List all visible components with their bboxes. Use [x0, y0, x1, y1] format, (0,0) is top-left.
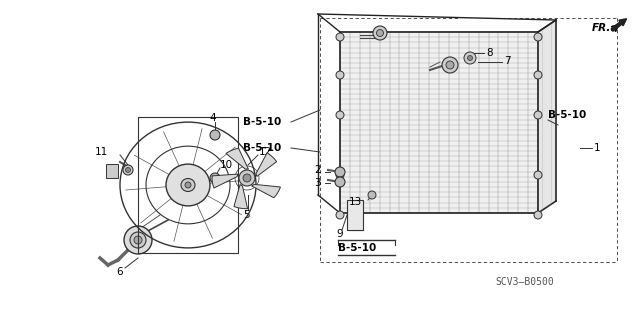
- Circle shape: [130, 232, 146, 248]
- Text: SCV3—B0500: SCV3—B0500: [495, 277, 554, 287]
- Text: 10: 10: [220, 160, 233, 170]
- Bar: [347, 200, 363, 230]
- Polygon shape: [212, 174, 238, 188]
- Text: 8: 8: [486, 48, 493, 58]
- Circle shape: [446, 61, 454, 69]
- Circle shape: [243, 174, 251, 182]
- Polygon shape: [226, 148, 248, 169]
- Text: 13: 13: [349, 197, 362, 207]
- Circle shape: [467, 56, 472, 61]
- Text: 4: 4: [210, 113, 216, 123]
- Bar: [106, 164, 118, 178]
- Circle shape: [335, 167, 345, 177]
- Text: 6: 6: [116, 267, 124, 277]
- Text: B-5-10: B-5-10: [548, 110, 586, 120]
- Circle shape: [464, 52, 476, 64]
- Ellipse shape: [181, 179, 195, 191]
- Circle shape: [336, 211, 344, 219]
- Circle shape: [368, 191, 376, 199]
- Polygon shape: [234, 184, 248, 209]
- Polygon shape: [340, 32, 538, 213]
- Circle shape: [534, 33, 542, 41]
- Text: 11: 11: [95, 147, 108, 157]
- Text: 3: 3: [314, 178, 321, 188]
- Circle shape: [534, 71, 542, 79]
- Text: 5: 5: [243, 210, 250, 220]
- Circle shape: [210, 130, 220, 140]
- Circle shape: [134, 236, 142, 244]
- Text: FR.: FR.: [592, 23, 611, 33]
- Circle shape: [534, 211, 542, 219]
- Circle shape: [534, 111, 542, 119]
- Circle shape: [442, 57, 458, 73]
- Ellipse shape: [185, 182, 191, 188]
- Circle shape: [373, 26, 387, 40]
- Polygon shape: [252, 184, 280, 198]
- Circle shape: [335, 177, 345, 187]
- Text: B-5-10: B-5-10: [243, 117, 281, 127]
- Circle shape: [336, 171, 344, 179]
- Circle shape: [210, 173, 220, 183]
- Circle shape: [336, 71, 344, 79]
- Circle shape: [125, 167, 131, 173]
- Ellipse shape: [166, 164, 210, 206]
- Text: B-5-10: B-5-10: [243, 143, 281, 153]
- Circle shape: [336, 33, 344, 41]
- Circle shape: [534, 171, 542, 179]
- Polygon shape: [256, 153, 276, 176]
- Circle shape: [239, 170, 255, 186]
- Circle shape: [336, 111, 344, 119]
- Text: 1: 1: [594, 143, 600, 153]
- Text: 2: 2: [314, 165, 321, 175]
- Text: 12: 12: [259, 147, 272, 157]
- Circle shape: [376, 29, 383, 36]
- Text: B-5-10: B-5-10: [338, 243, 376, 253]
- Circle shape: [124, 226, 152, 254]
- Text: 9: 9: [337, 229, 343, 239]
- Circle shape: [123, 165, 133, 175]
- Text: 7: 7: [504, 56, 511, 66]
- FancyArrow shape: [611, 19, 627, 31]
